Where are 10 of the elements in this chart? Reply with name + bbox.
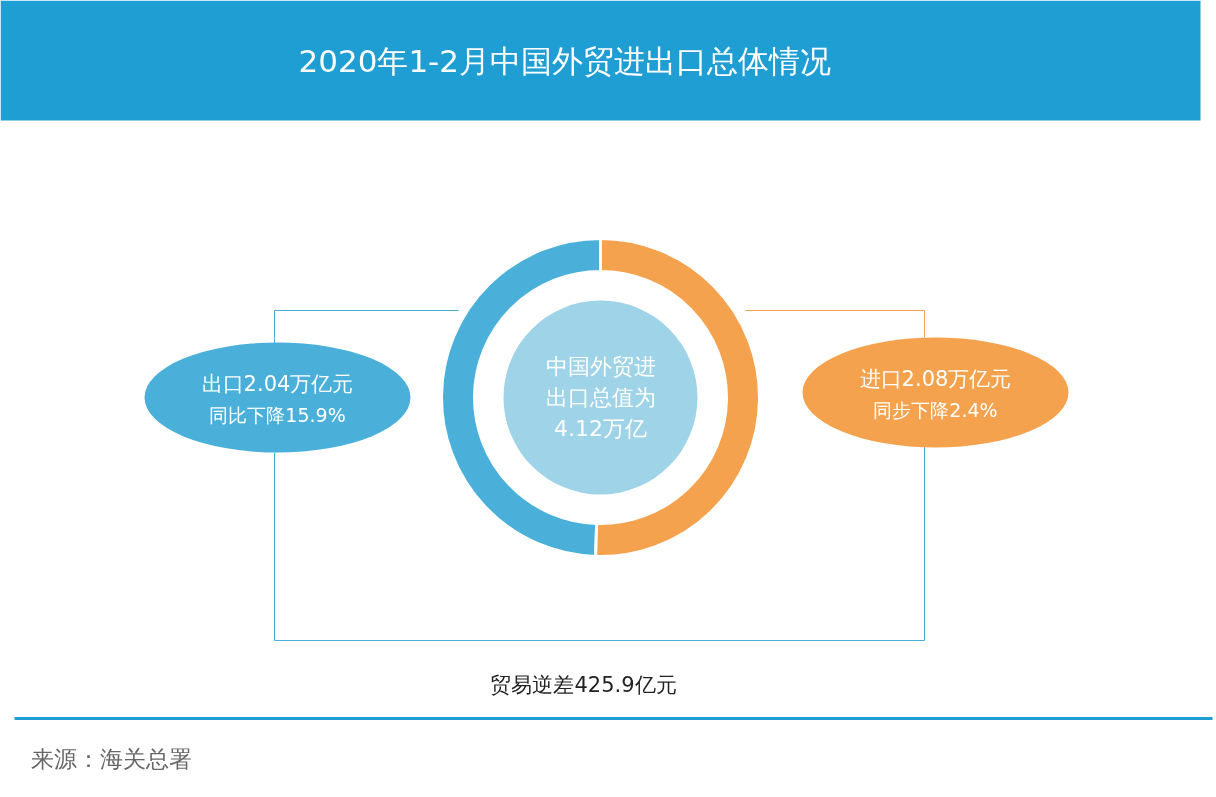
chart-title: 2020年1-2月中国外贸进出口总体情况	[298, 42, 832, 79]
source-note: 来源：海关总署	[30, 745, 192, 772]
text: 同步下降2.4%	[873, 398, 998, 421]
text: 中国外贸进	[545, 354, 656, 379]
text: 4.12万亿	[554, 416, 647, 441]
text: 贸易逆差425.9亿元	[490, 672, 677, 697]
text: 同比下降15.9%	[209, 403, 346, 426]
text: 出口总值为	[545, 385, 656, 410]
slice-label: 出口2.04万亿元	[201, 371, 354, 396]
slice-label: 进口2.08万亿元	[859, 366, 1012, 391]
